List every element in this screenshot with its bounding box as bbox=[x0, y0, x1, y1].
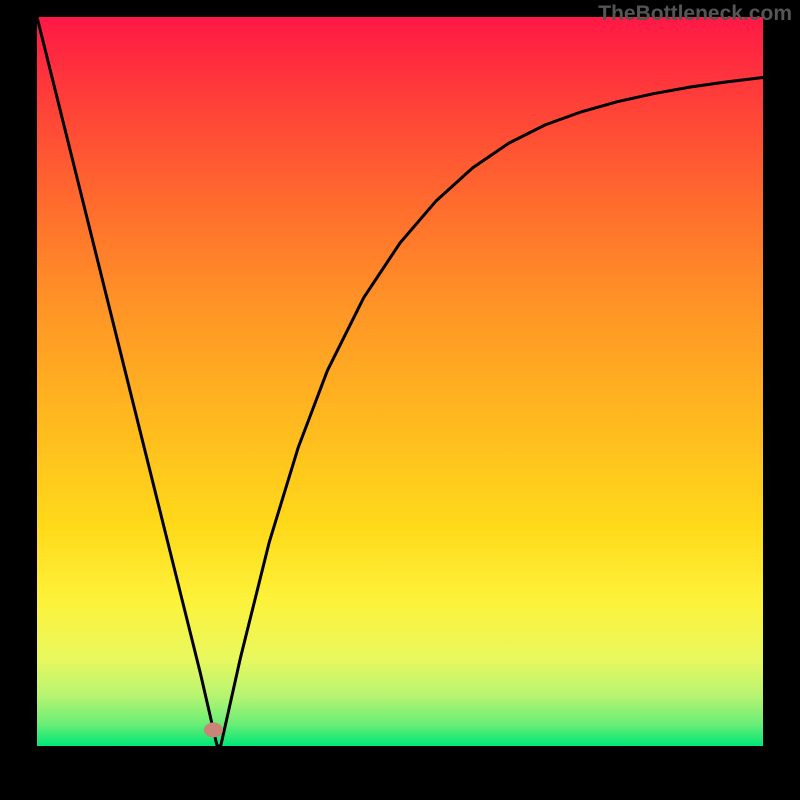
plot-area bbox=[37, 17, 763, 746]
chart-svg bbox=[37, 17, 763, 746]
watermark-text: TheBottleneck.com bbox=[598, 2, 792, 26]
chart-container: TheBottleneck.com bbox=[0, 0, 800, 800]
optimal-point-marker bbox=[204, 723, 222, 737]
gradient-background bbox=[37, 17, 763, 746]
